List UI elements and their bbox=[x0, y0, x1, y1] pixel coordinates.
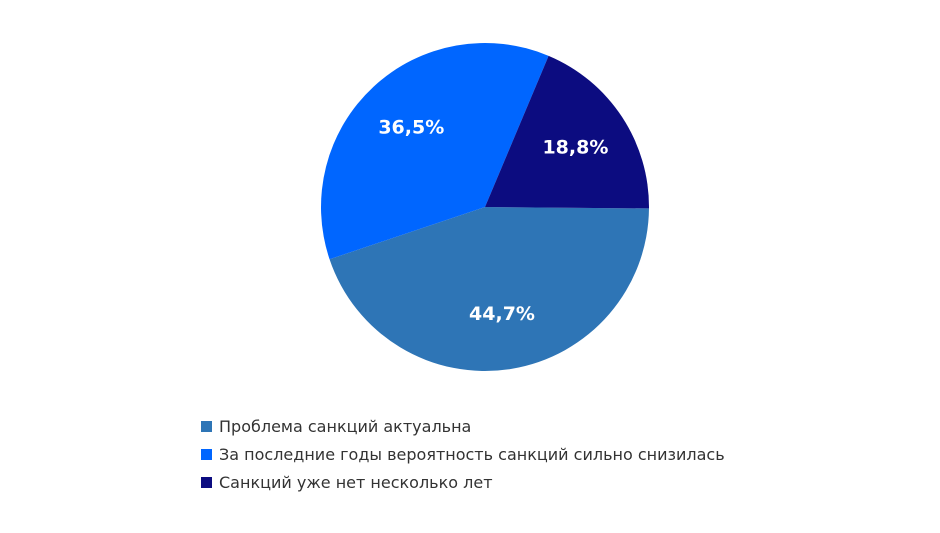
slices-layer bbox=[321, 43, 649, 371]
legend-swatch bbox=[201, 420, 212, 432]
slice-value-label-1: 44,7% bbox=[469, 303, 535, 325]
legend-label: Санкций уже нет несколько лет bbox=[219, 472, 493, 492]
pie-slice-3 bbox=[485, 55, 649, 209]
slice-value-label-3: 18,8% bbox=[542, 137, 608, 159]
pie-chart-canvas: 44,7% 36,5% 18,8% bbox=[321, 43, 649, 371]
legend-label: Проблема санкций актуальна bbox=[219, 416, 472, 436]
legend-label: За последние годы вероятность санкций си… bbox=[219, 444, 725, 464]
pie-slice-1 bbox=[329, 207, 649, 371]
legend-item: За последние годы вероятность санкций си… bbox=[201, 440, 725, 468]
slice-value-label-2: 36,5% bbox=[378, 117, 444, 139]
legend-item: Проблема санкций актуальна bbox=[201, 412, 725, 440]
labels-layer: 44,7% 36,5% 18,8% bbox=[378, 117, 608, 325]
legend: Проблема санкций актуальна За последние … bbox=[201, 412, 725, 496]
legend-swatch bbox=[201, 448, 212, 460]
legend-swatch bbox=[201, 476, 212, 488]
legend-item: Санкций уже нет несколько лет bbox=[201, 468, 725, 496]
pie-slice-2 bbox=[321, 43, 549, 260]
